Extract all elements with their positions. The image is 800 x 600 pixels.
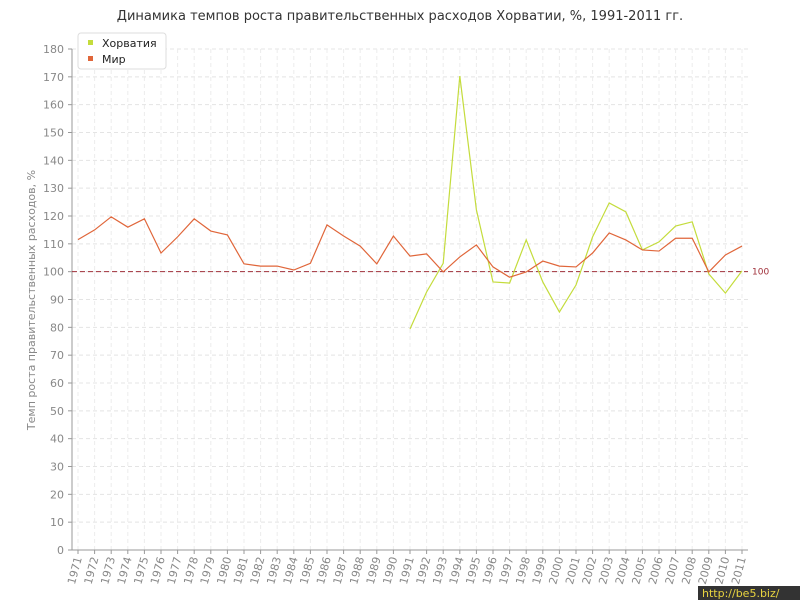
y-axis-label: Темп роста правительственных расходов, %	[25, 170, 38, 431]
y-tick-label: 180	[43, 43, 64, 56]
x-tick-label: 2011	[729, 555, 749, 585]
series-line	[77, 216, 743, 278]
legend-swatch	[88, 40, 93, 45]
watermark: http://be5.biz/	[702, 587, 780, 600]
chart-title: Динамика темпов роста правительственных …	[117, 9, 683, 24]
legend: Хорватия Мир	[77, 32, 167, 70]
series-line	[409, 75, 743, 330]
y-tick-label: 100	[43, 266, 64, 279]
legend-label: Хорватия	[102, 37, 157, 50]
y-tick-label: 20	[50, 488, 64, 501]
legend-box	[77, 32, 167, 70]
y-tick-label: 60	[50, 377, 64, 390]
legend-swatch	[88, 56, 93, 61]
reference-label: 100	[752, 268, 769, 278]
y-tick-label: 140	[43, 154, 64, 167]
y-tick-label: 70	[50, 349, 64, 362]
y-tick-label: 50	[50, 405, 64, 418]
y-tick-label: 120	[43, 210, 64, 223]
y-tick-label: 40	[50, 433, 64, 446]
y-tick-label: 170	[43, 71, 64, 84]
y-tick-label: 130	[43, 182, 64, 195]
legend-label: Мир	[102, 53, 126, 66]
y-tick-label: 30	[50, 461, 64, 474]
y-tick-label: 110	[43, 238, 64, 251]
y-tick-label: 90	[50, 294, 64, 307]
y-tick-label: 80	[50, 321, 64, 334]
y-tick-label: 160	[43, 99, 64, 112]
watermark-bg	[698, 586, 800, 600]
y-tick-label: 10	[50, 516, 64, 529]
y-tick-label: 0	[57, 544, 64, 557]
y-tick-label: 150	[43, 127, 64, 140]
